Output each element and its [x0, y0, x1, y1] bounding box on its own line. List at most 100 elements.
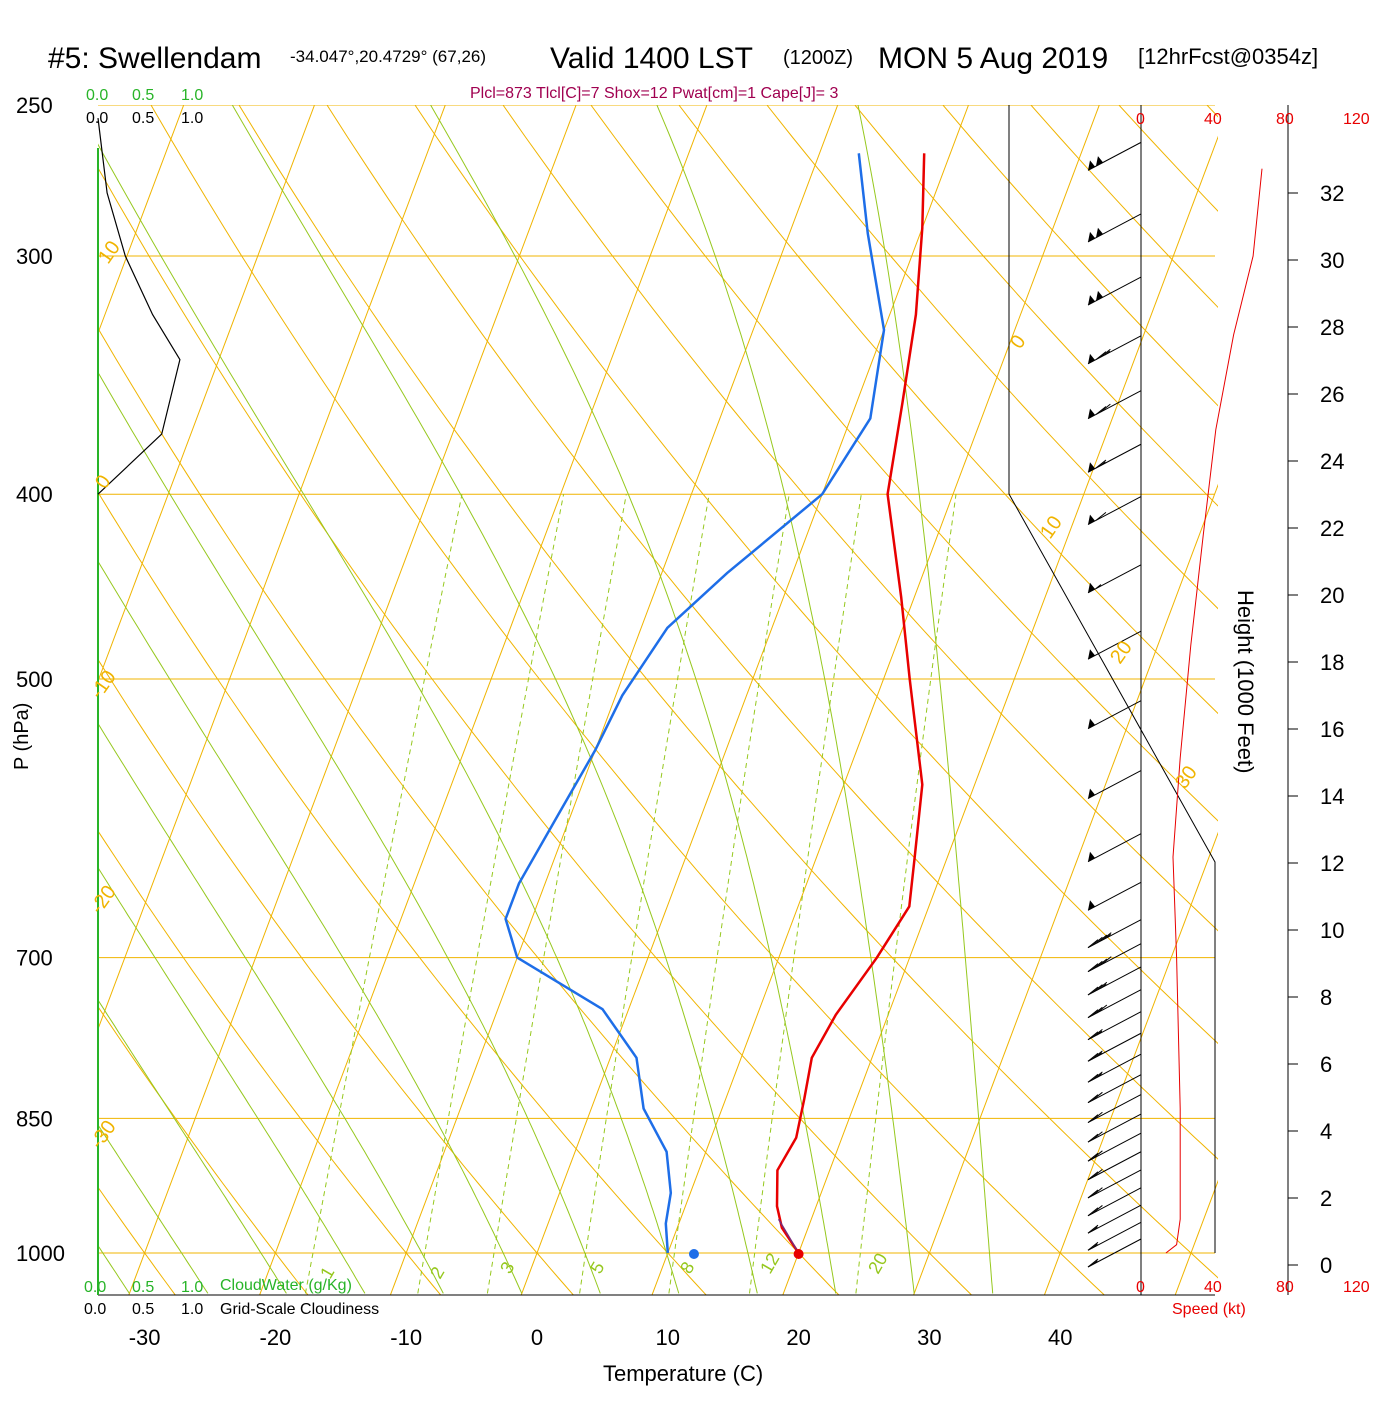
- height-tick: 8: [1320, 985, 1332, 1010]
- mixing-ratio-line: [487, 494, 626, 1293]
- cloud-top-black-1: 0.5: [132, 110, 154, 127]
- mixing-ratio-label: 20: [864, 1250, 891, 1277]
- height-axis-label: Height (1000 Feet): [1233, 590, 1258, 773]
- plot-frame: [98, 105, 1288, 1295]
- isotherm: [507, 71, 981, 1332]
- mixing-ratio-line: [669, 494, 789, 1293]
- moist-adiabat: [58, 71, 678, 1293]
- height-tick: 4: [1320, 1119, 1332, 1144]
- dry-adiabat: [1349, 71, 1400, 1332]
- dry-adiabat-label: 0: [1006, 331, 1030, 353]
- y-axis-label: P (hPa): [11, 703, 33, 770]
- mixing-ratio-label: 5: [586, 1258, 608, 1277]
- cloud-top-black-0: 0.0: [86, 110, 108, 127]
- moist-adiabat: [0, 71, 365, 1293]
- pressure-tick: 400: [16, 482, 53, 507]
- dry-adiabat-label: -20: [86, 882, 121, 918]
- moist-adiabat: [642, 71, 914, 1293]
- dry-adiabat-label: 20: [1106, 637, 1137, 668]
- moist-adiabat: [0, 71, 522, 1293]
- height-tick: 0: [1320, 1253, 1332, 1278]
- speed-bot-40: 40: [1204, 1279, 1222, 1296]
- speed-axis-label: Speed (kt): [1172, 1301, 1246, 1318]
- dry-adiabat: [45, 71, 1010, 1332]
- dry-adiabat: [480, 71, 1400, 1332]
- wind-barb: [1088, 1054, 1141, 1082]
- wind-barb: [1088, 142, 1141, 170]
- cloud-bot-green-1: 0.5: [132, 1279, 154, 1296]
- mixing-ratio-line: [856, 494, 956, 1293]
- cloud-top-black-2: 1.0: [181, 110, 203, 127]
- pressure-tick: 850: [16, 1106, 53, 1131]
- speed-bot-80: 80: [1276, 1279, 1294, 1296]
- forecast-date: MON 5 Aug 2019: [878, 42, 1108, 75]
- height-tick: 28: [1320, 315, 1344, 340]
- height-tick: 6: [1320, 1052, 1332, 1077]
- surface-temperature-dot: [794, 1249, 804, 1259]
- wind-barb: [1088, 444, 1141, 472]
- height-tick: 12: [1320, 851, 1344, 876]
- height-tick: 22: [1320, 516, 1344, 541]
- dry-adiabat: [0, 71, 472, 1332]
- wind-barb: [1088, 882, 1141, 910]
- pressure-tick: 250: [16, 93, 53, 118]
- speed-bot-0: 0: [1136, 1279, 1145, 1296]
- temperature-tick: -10: [390, 1325, 422, 1350]
- moist-adiabat: [0, 71, 600, 1293]
- dry-adiabat-label: -10: [86, 667, 121, 703]
- station-coords: -34.047°,20.4729° (67,26): [290, 47, 486, 66]
- wind-barb: [1088, 1033, 1141, 1061]
- surface-dewpoint-dot: [689, 1249, 699, 1259]
- sounding-parameters: Plcl=873 Tlcl[C]=7 Shox=12 Pwat[cm]=1 Ca…: [470, 85, 838, 102]
- dry-adiabat: [567, 71, 1400, 1332]
- mixing-ratio-label: 2: [426, 1263, 448, 1282]
- forecast-run: [12hrFcst@0354z]: [1138, 44, 1318, 69]
- wind-barbs: [1088, 142, 1141, 1267]
- temperature-tick: 30: [917, 1325, 941, 1350]
- x-axis-label: Temperature (C): [603, 1361, 763, 1386]
- dry-adiabat: [0, 71, 875, 1332]
- parcel-line: [779, 1219, 799, 1253]
- cloud-top-green-1: 0.5: [132, 87, 154, 104]
- cloudiness-line: [98, 118, 180, 494]
- speed-bot-120: 120: [1343, 1279, 1370, 1296]
- wind-barb: [1088, 1012, 1141, 1040]
- height-tick: 14: [1320, 784, 1344, 809]
- mixing-ratio-line: [750, 494, 862, 1293]
- pressure-tick: 500: [16, 667, 53, 692]
- temperature-tick: 10: [656, 1325, 680, 1350]
- isotherm: [769, 71, 1243, 1332]
- pressure-tick: 700: [16, 946, 53, 971]
- mixing-ratio-label: 12: [756, 1250, 783, 1277]
- wind-barb: [1088, 277, 1141, 305]
- speed-top-40: 40: [1204, 111, 1222, 128]
- temperature-tick: -30: [129, 1325, 161, 1350]
- dry-adiabat-label: 30: [1171, 762, 1202, 793]
- cloudiness-label: Grid-Scale Cloudiness: [220, 1301, 379, 1318]
- skewt-grid: [0, 71, 1400, 1332]
- height-tick: 10: [1320, 918, 1344, 943]
- isotherm: [246, 71, 720, 1332]
- speed-top-0: 0: [1136, 111, 1145, 128]
- temperature-tick: 0: [531, 1325, 543, 1350]
- cloud-bot-black-1: 0.5: [132, 1301, 154, 1318]
- moist-adiabat: [0, 71, 443, 1293]
- dry-adiabat-label: 10: [1036, 512, 1067, 543]
- cloud-top-green-2: 1.0: [181, 87, 203, 104]
- wind-barb: [1088, 214, 1141, 242]
- cloud-scale-top: 0.0 0.5 1.0 0.0 0.5 1.0: [86, 87, 203, 127]
- station-title: #5: Swellendam: [48, 42, 261, 75]
- isotherm: [0, 71, 458, 1332]
- dry-adiabat: [132, 71, 1144, 1332]
- isotherm: [1161, 71, 1400, 1332]
- sounding-series: [98, 118, 1262, 1259]
- moist-adiabat: [411, 71, 836, 1293]
- height-tick: 18: [1320, 650, 1344, 675]
- height-tick: 20: [1320, 583, 1344, 608]
- pressure-tick: 1000: [16, 1241, 65, 1266]
- pressure-tick: 300: [16, 244, 53, 269]
- cloudwater-label: CloudWater (g/Kg): [220, 1277, 352, 1294]
- wind-barb: [1088, 771, 1141, 799]
